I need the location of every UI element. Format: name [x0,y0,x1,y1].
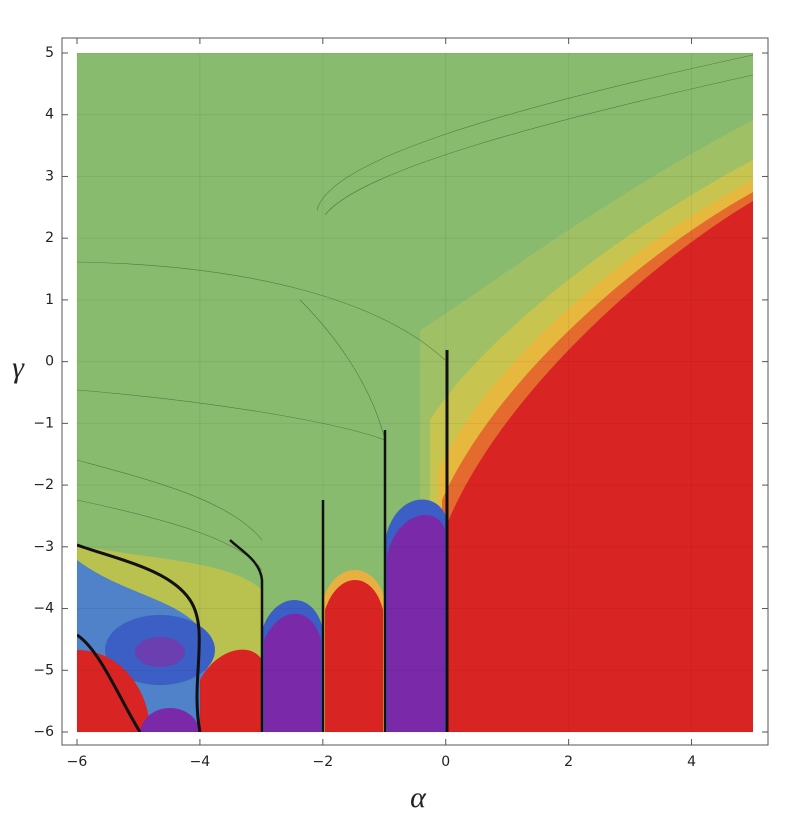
y-axis-label: γ [12,351,25,384]
x-tick-label: −6 [67,754,88,770]
y-tick-label: 2 [45,230,54,246]
plot-frame [61,37,769,746]
contour-field [77,53,753,732]
x-tick-label: 2 [564,754,573,770]
y-tick-label: −6 [33,724,54,740]
x-tick-label: 4 [687,754,696,770]
y-tick-label: 5 [45,45,54,61]
x-tick-label: 0 [441,754,450,770]
y-tick-label: 3 [45,168,54,184]
x-axis-label: α [410,781,427,814]
x-tick-label: −4 [190,754,211,770]
y-tick-label: −2 [33,477,54,493]
y-tick-label: 1 [45,292,54,308]
y-tick-label: −1 [33,415,54,431]
y-tick-label: 0 [45,354,54,370]
y-tick-label: 4 [45,107,54,123]
x-tick-label: −2 [312,754,333,770]
y-tick-label: −5 [33,662,54,678]
y-tick-label: −3 [33,539,54,555]
y-tick-label: −4 [33,601,54,617]
